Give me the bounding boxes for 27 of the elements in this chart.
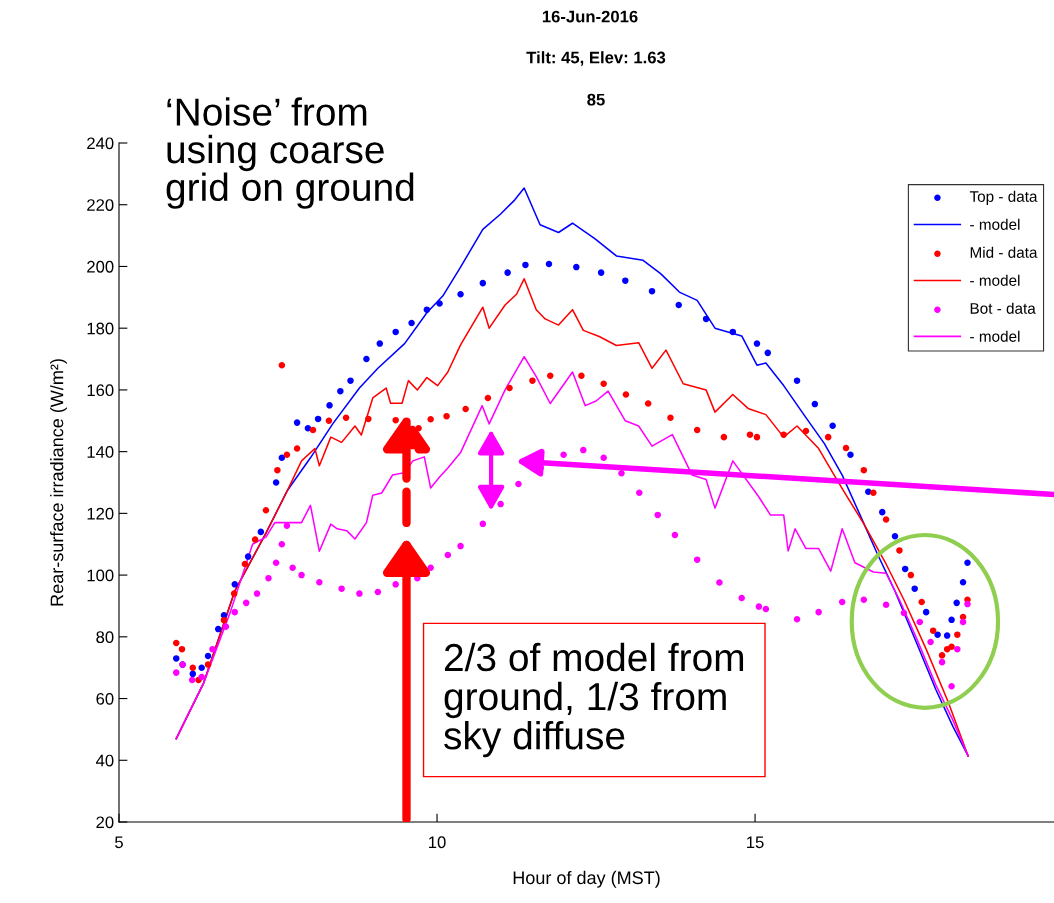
y-tick-label: 200 [87, 260, 114, 273]
legend-label: Bot - data [970, 302, 1036, 314]
y-tick-label: 100 [87, 569, 114, 582]
text: Tilt: 45, Elev: 1.63 85 [526, 51, 666, 106]
y-tick-label: 20 [96, 816, 114, 829]
legend-label: Mid - data [970, 246, 1038, 258]
y-tick-label: 160 [87, 384, 114, 397]
y-tick-label: 140 [87, 446, 114, 458]
annotation: 2/3 of model from ground, 1/3 from sky diffuse [444, 642, 744, 758]
annotation: ‘Noise’ from using coarse grid on ground [166, 97, 414, 209]
y-axis-title: Rear-surface irradiance (W/m²) [50, 359, 67, 606]
x-tick-label: 10 [429, 836, 446, 849]
x-tick-label: 5 [115, 836, 123, 849]
legend-label: - model [970, 218, 1020, 230]
y-tick-label: 180 [87, 322, 114, 335]
y-tick-label: 120 [87, 507, 114, 520]
chart-title: 16-Jun-2016 [542, 10, 638, 23]
legend-label: Top - data [969, 190, 1038, 205]
legend-label: - model [970, 330, 1020, 342]
x-tick-label: 15 [747, 836, 764, 849]
y-tick-label: 40 [95, 754, 114, 767]
y-tick-label: 240 [87, 137, 114, 150]
legend-label: - model [970, 274, 1020, 286]
x-axis-title: Hour of day (MST) [513, 870, 660, 888]
y-tick-label: 220 [87, 199, 114, 211]
y-tick-label: 60 [96, 692, 114, 705]
y-tick-label: 80 [96, 631, 114, 644]
